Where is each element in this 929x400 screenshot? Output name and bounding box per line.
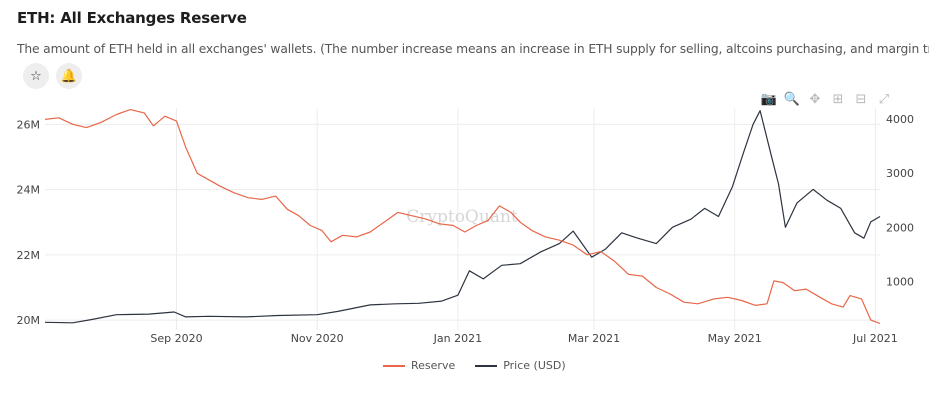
y-left-tick-label: 20M bbox=[17, 314, 41, 327]
page-title: ETH: All Exchanges Reserve bbox=[17, 9, 247, 27]
x-tick-label: Nov 2020 bbox=[291, 332, 344, 345]
reserve-series-line bbox=[44, 109, 881, 324]
y-right-tick-label: 3000 bbox=[886, 167, 914, 180]
y-right-tick-label: 1000 bbox=[886, 276, 914, 289]
watermark: CryptoQuant bbox=[406, 207, 518, 227]
legend-label-price: Price (USD) bbox=[503, 359, 566, 372]
zoom-out-icon[interactable]: ⊟ bbox=[855, 91, 867, 107]
pan-icon[interactable]: ✥ bbox=[809, 91, 821, 107]
autoscale-icon[interactable]: ⤢ bbox=[878, 91, 890, 107]
x-tick-label: Jan 2021 bbox=[433, 332, 482, 345]
y-left-tick-label: 22M bbox=[17, 249, 41, 262]
camera-icon[interactable]: 📷 bbox=[760, 91, 778, 107]
zoom-icon[interactable]: 🔍 bbox=[783, 91, 801, 107]
y-right-tick-label: 4000 bbox=[886, 113, 914, 126]
star-icon: ☆ bbox=[30, 68, 42, 84]
x-tick-label: May 2021 bbox=[708, 332, 762, 345]
chart-toolbar: 📷 🔍 ✥ ⊞ ⊟ ⤢ bbox=[760, 90, 893, 108]
x-tick-label: Sep 2020 bbox=[150, 332, 202, 345]
price-swatch bbox=[475, 364, 498, 367]
chart-legend: Reserve Price (USD) bbox=[383, 359, 566, 372]
y-right-tick-label: 2000 bbox=[886, 221, 914, 234]
legend-item-price[interactable]: Price (USD) bbox=[475, 359, 566, 372]
star-button[interactable]: ☆ bbox=[23, 63, 49, 89]
legend-item-reserve[interactable]: Reserve bbox=[383, 359, 455, 372]
x-tick-label: Mar 2021 bbox=[568, 332, 620, 345]
chart-description: The amount of ETH held in all exchanges'… bbox=[17, 42, 929, 56]
y-left-tick-label: 24M bbox=[17, 184, 41, 197]
zoom-in-icon[interactable]: ⊞ bbox=[832, 91, 844, 107]
legend-label-reserve: Reserve bbox=[411, 359, 456, 372]
y-left-tick-label: 26M bbox=[17, 118, 41, 131]
bell-icon: 🔔 bbox=[60, 68, 78, 84]
notification-button[interactable]: 🔔 bbox=[56, 63, 82, 89]
x-tick-label: Jul 2021 bbox=[852, 332, 898, 345]
reserve-swatch bbox=[383, 364, 405, 367]
price-series-line bbox=[44, 110, 881, 324]
